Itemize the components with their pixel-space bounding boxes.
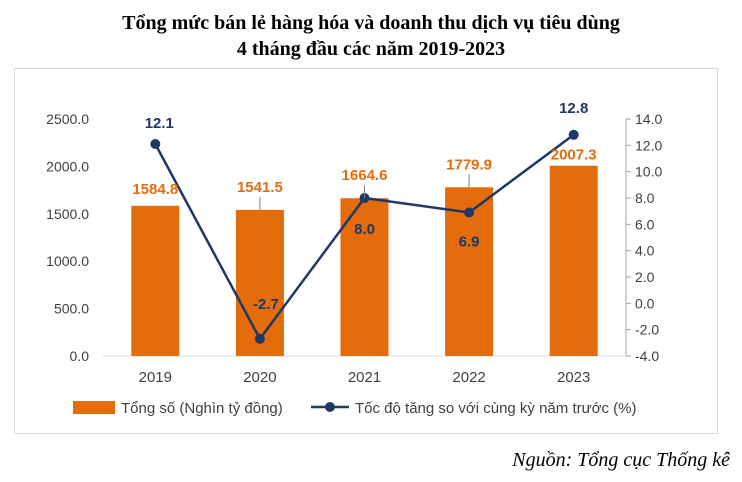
growth-point-2022 [464,207,475,218]
y-right-tick-label: -4.0 [635,348,659,364]
y-left-tick-label: 2000.0 [46,158,89,174]
x-tick-label: 2023 [557,369,590,386]
y-left-tick-label: 0.0 [70,348,90,364]
x-tick-label: 2020 [243,369,276,386]
y-right-tick-label: -2.0 [635,322,659,338]
chart-title-line-2: 4 tháng đầu các năm 2019-2023 [236,38,506,60]
growth-value-label: 8.0 [354,221,375,238]
bar-2020 [235,209,284,356]
x-tick-label: 2019 [139,369,172,386]
growth-value-label: 12.8 [559,100,588,117]
bar-value-label: 1779.9 [446,156,492,173]
source-note: Nguồn: Tổng cục Thống kê [512,449,730,471]
y-left-tick-label: 2500.0 [46,111,89,127]
bar-2019 [131,205,180,356]
legend-bar-label: Tổng số (Nghìn tỷ đồng) [121,400,283,417]
growth-value-label: 12.1 [145,115,174,132]
y-right-tick-label: 14.0 [635,111,662,127]
growth-value-label: 6.9 [459,233,480,250]
chart-area: 0.0 500.0 1000.0 1500.0 2000.0 2500.0 -4.0 -2.0… [14,68,718,434]
bar-value-label: 1584.8 [132,181,178,198]
y-right-tick-label: 4.0 [635,243,655,259]
bar-2021 [340,198,389,356]
y-left-tick-label: 1000.0 [46,253,89,269]
bar-2023 [549,165,598,356]
growth-value-label: -2.7 [253,296,279,313]
bar-value-label: 1541.5 [237,179,283,196]
y-right-tick-label: 2.0 [635,269,655,285]
growth-point-2020 [254,333,265,344]
y-right-tick-label: 10.0 [635,164,662,180]
legend-line-label: Tốc độ tăng so với cùng kỳ năm trước (%) [355,400,636,417]
y-left-tick-label: 500.0 [54,301,89,317]
legend-bar-swatch [73,401,115,414]
y-right-tick-label: 8.0 [635,190,655,206]
y-right-tick-label: 0.0 [635,295,655,311]
bar-value-label: 1664.6 [342,167,388,184]
chart-svg: 0.0 500.0 1000.0 1500.0 2000.0 2500.0 -4.0 -2.0… [46,100,662,417]
y-left-tick-label: 1500.0 [46,206,89,222]
chart-title-line-1: Tổng mức bán lẻ hàng hóa và doanh thu dị… [122,12,620,34]
growth-point-2023 [568,129,579,140]
x-tick-label: 2021 [348,369,381,386]
growth-point-2019 [150,139,161,150]
legend-line-marker [325,402,335,412]
y-right-tick-label: 6.0 [635,216,655,232]
bar-value-label: 2007.3 [551,147,597,164]
x-tick-label: 2022 [452,369,485,386]
y-right-tick-label: 12.0 [635,137,662,153]
